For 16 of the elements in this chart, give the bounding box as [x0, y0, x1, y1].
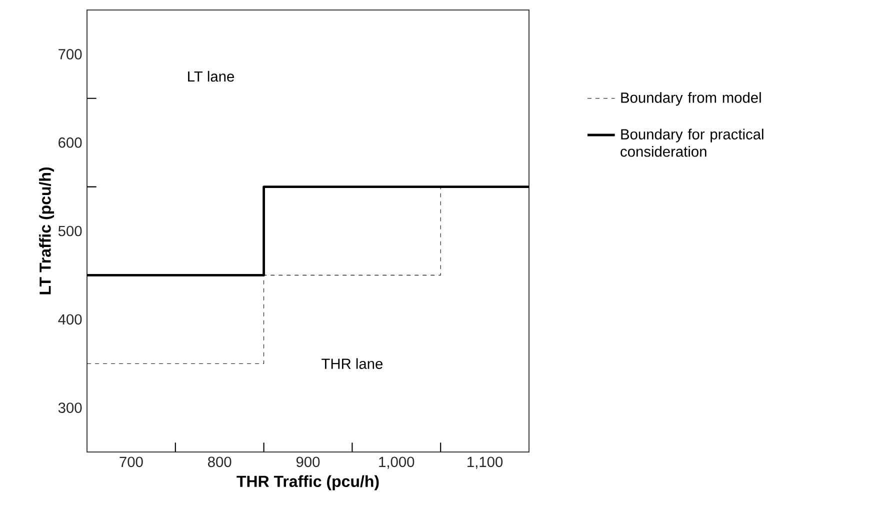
x-tick-label: 700	[120, 456, 143, 468]
annotation: LT lane	[188, 70, 234, 82]
x-tick-label: 900	[296, 456, 320, 468]
y-tick-label: 400	[58, 314, 82, 325]
y-tick-label: 700	[58, 49, 82, 60]
y-axis-title: LT Traffic (pcu/h)	[39, 167, 54, 294]
y-tick-label: 300	[58, 402, 82, 413]
legend-label: Boundary from model	[621, 92, 761, 106]
y-tick-label: 600	[58, 137, 82, 148]
x-tick-label: 1,100	[468, 456, 503, 469]
annotation: THR lane	[322, 358, 383, 369]
x-tick-label: 800	[208, 456, 232, 468]
x-axis-title: THR Traffic (pcu/h)	[236, 475, 379, 490]
y-tick-label: 500	[58, 226, 82, 236]
legend-label: Boundary for practical consideration	[620, 128, 764, 157]
x-tick-label: 1,000	[379, 456, 414, 469]
